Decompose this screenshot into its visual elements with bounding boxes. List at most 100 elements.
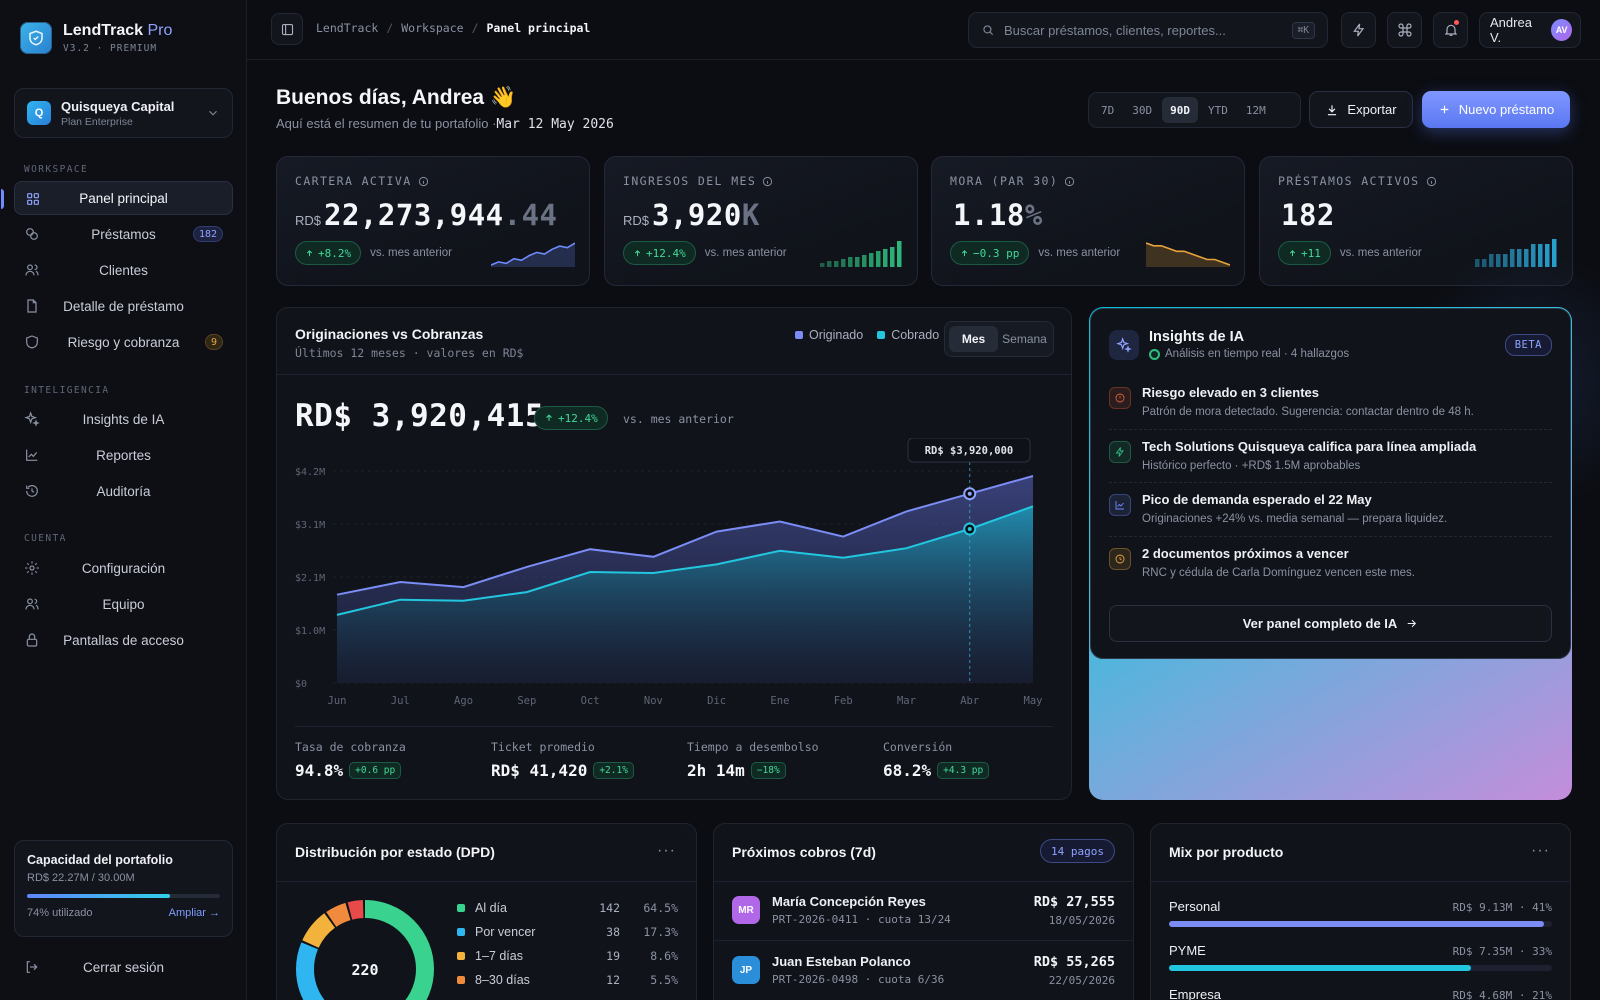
stat-value: 68.2% +4.3 pp bbox=[883, 761, 990, 780]
sidebar-item-clientes[interactable]: Clientes bbox=[14, 253, 233, 287]
product-bar-fill bbox=[1169, 921, 1545, 927]
insight-title: Riesgo elevado en 3 clientes bbox=[1142, 385, 1320, 400]
dpd-legend-row[interactable]: Por vencer 38 17.3% bbox=[457, 925, 678, 939]
breadcrumb-item[interactable]: Workspace bbox=[401, 21, 464, 35]
sidebar-item-label: Reportes bbox=[96, 447, 151, 463]
logout-button[interactable]: Cerrar sesión bbox=[14, 950, 233, 984]
mix-row[interactable]: PYME RD$ 7.35M · 33% bbox=[1169, 943, 1552, 971]
payments-count-badge[interactable]: 14 pagos bbox=[1040, 839, 1115, 863]
product-bar bbox=[1169, 965, 1552, 971]
range-option[interactable]: 90D bbox=[1162, 97, 1198, 123]
quick-actions-button[interactable] bbox=[1341, 12, 1376, 48]
grid-icon bbox=[27, 193, 39, 205]
range-option[interactable]: 12M bbox=[1245, 103, 1266, 117]
stat-delta: −18% bbox=[750, 762, 786, 779]
dpd-legend-row[interactable]: 8–30 días 12 5.5% bbox=[457, 973, 678, 987]
chart-delta-badge: +12.4% bbox=[534, 406, 608, 430]
dpd-label: Por vencer bbox=[475, 925, 536, 939]
more-options-icon[interactable]: ··· bbox=[1531, 842, 1550, 859]
chart-stat: Tiempo a desembolso 2h 14m −18% bbox=[687, 740, 819, 780]
x-tick-label: Dic bbox=[707, 695, 726, 707]
kpi-card[interactable]: INGRESOS DEL MES RD$ 3,920 K +12.4% vs. me… bbox=[604, 156, 918, 286]
range-option[interactable]: 7D bbox=[1101, 103, 1115, 117]
dpd-legend-row[interactable]: 1–7 días 19 8.6% bbox=[457, 949, 678, 963]
sidebar-item-panel-principal[interactable]: Panel principal bbox=[1, 181, 233, 215]
capacity-expand-link[interactable]: Ampliar → bbox=[168, 907, 220, 919]
legend-item-originado[interactable]: Originado bbox=[795, 328, 863, 342]
notifications-button[interactable] bbox=[1433, 12, 1468, 48]
search-shortcut: ⌘K bbox=[1291, 21, 1315, 39]
ai-insight-item[interactable]: Pico de demanda esperado el 22 May Origi… bbox=[1109, 492, 1552, 525]
user-menu[interactable]: Andrea V. AV bbox=[1479, 12, 1581, 48]
kpi-prefix: RD$ bbox=[623, 213, 650, 228]
sparkline-bar bbox=[1482, 259, 1487, 267]
sidebar-item-auditoria[interactable]: Auditoría bbox=[14, 474, 233, 508]
donut-total: 220 bbox=[351, 961, 378, 979]
toggle-week[interactable]: Semana bbox=[1002, 332, 1047, 346]
sidebar-item-equipo[interactable]: Equipo bbox=[14, 587, 233, 621]
breadcrumb-item[interactable]: LendTrack bbox=[316, 21, 379, 35]
kpi-vs-label: vs. mes anterior bbox=[370, 247, 452, 259]
sidebar-item-riesgo-y-cobranza[interactable]: Riesgo y cobranza 9 bbox=[14, 325, 233, 359]
donut-segment[interactable] bbox=[296, 900, 434, 1000]
ai-full-panel-button[interactable]: Ver panel completo de IA bbox=[1109, 605, 1552, 642]
org-avatar: Q bbox=[27, 101, 51, 125]
kpi-vs-label: vs. mes anterior bbox=[704, 247, 787, 259]
brand[interactable]: LendTrack Pro V3.2 · PREMIUM bbox=[20, 22, 172, 54]
x-tick-label: Abr bbox=[960, 695, 979, 707]
kpi-suffix: .44 bbox=[503, 198, 558, 232]
product-name: Personal bbox=[1169, 899, 1221, 914]
kpi-delta-badge: +8.2% bbox=[295, 241, 362, 265]
org-switcher[interactable]: Q Quisqueya Capital Plan Enterprise bbox=[14, 88, 233, 138]
insight-text: Patrón de mora detectado. Sugerencia: co… bbox=[1142, 406, 1474, 418]
new-loan-button[interactable]: Nuevo préstamo bbox=[1422, 91, 1570, 128]
sidebar-item-prestamos[interactable]: Préstamos 182 bbox=[14, 217, 233, 251]
divider bbox=[295, 726, 1053, 727]
search-input[interactable]: Buscar préstamos, clientes, reportes... … bbox=[968, 12, 1328, 48]
more-options-icon[interactable]: ··· bbox=[657, 842, 676, 859]
ai-insights-card: Insights de IA Análisis en tiempo real ·… bbox=[1090, 308, 1571, 659]
ai-insight-item[interactable]: 2 documentos próximos a vencer RNC y céd… bbox=[1109, 546, 1552, 579]
kpi-card[interactable]: PRÉSTAMOS ACTIVOS 182 +11 vs. mes anteri… bbox=[1259, 156, 1573, 286]
sidebar-item-detalle-de-prestamo[interactable]: Detalle de préstamo bbox=[14, 289, 233, 323]
stat-value: 2h 14m −18% bbox=[687, 761, 819, 780]
mix-row[interactable]: Personal RD$ 9.13M · 41% bbox=[1169, 899, 1552, 927]
tooltip-box bbox=[907, 438, 1031, 463]
product-bar-fill bbox=[1169, 965, 1472, 971]
kpi-card[interactable]: CARTERA ACTIVA RD$ 22,273,944.44 +8.2% vs… bbox=[276, 156, 590, 286]
sidebar-item-configuracion[interactable]: Configuración bbox=[14, 551, 233, 585]
brand-version: V3.2 · PREMIUM bbox=[63, 43, 158, 54]
sidebar-toggle-button[interactable] bbox=[271, 13, 303, 45]
dpd-donut-chart[interactable]: 220 bbox=[295, 894, 445, 1000]
dpd-label: 8–30 días bbox=[475, 973, 530, 987]
mix-row[interactable]: Empresa RD$ 4.68M · 21% bbox=[1169, 987, 1552, 1000]
payment-date: 18/05/2026 bbox=[1048, 913, 1115, 927]
ai-insight-item[interactable]: Riesgo elevado en 3 clientes Patrón de m… bbox=[1109, 385, 1552, 418]
info-icon bbox=[1065, 176, 1075, 186]
dpd-legend-row[interactable]: Al día 142 64.5% bbox=[457, 901, 678, 915]
export-button[interactable]: Exportar bbox=[1309, 91, 1413, 128]
range-option[interactable]: YTD bbox=[1208, 103, 1228, 117]
product-name: PYME bbox=[1169, 943, 1206, 958]
sparkline-bar bbox=[1496, 254, 1501, 267]
list-item[interactable]: MR María Concepción Reyes PRT-2026-0411 … bbox=[732, 888, 1115, 932]
kpi-sparkline bbox=[1475, 239, 1557, 267]
notification-dot bbox=[1453, 19, 1460, 26]
kpi-card[interactable]: MORA (PAR 30) 1.18% −0.3 pp vs. mes ante… bbox=[931, 156, 1245, 286]
area-chart[interactable]: $0 $1.0M $2.1M $3.1M $4.2M Jun Jul Ago Sep Oct Nov… bbox=[277, 438, 1073, 713]
toggle-month[interactable]: Mes bbox=[949, 326, 998, 352]
sidebar-item-pantallas-de-acceso[interactable]: Pantallas de acceso bbox=[14, 623, 233, 657]
command-palette-button[interactable] bbox=[1387, 12, 1422, 48]
sidebar-item-reportes[interactable]: Reportes bbox=[14, 438, 233, 472]
org-plan: Plan Enterprise bbox=[61, 115, 133, 128]
legend-item-cobrado[interactable]: Cobrado bbox=[877, 328, 939, 342]
history-icon bbox=[26, 485, 38, 497]
nav-section-intel: INTELIGENCIA bbox=[24, 385, 110, 396]
donut-segment[interactable] bbox=[296, 900, 434, 1000]
list-item[interactable]: JP Juan Esteban Polanco PRT-2026-0498 · … bbox=[732, 948, 1115, 992]
ai-insight-item[interactable]: Tech Solutions Quisqueya califica para l… bbox=[1109, 439, 1552, 472]
range-option[interactable]: 30D bbox=[1132, 103, 1153, 117]
sidebar-item-insights-de-ia[interactable]: Insights de IA bbox=[14, 402, 233, 436]
chart-stat: Tasa de cobranza 94.8% +0.6 pp bbox=[295, 740, 406, 780]
team-icon bbox=[25, 598, 39, 610]
